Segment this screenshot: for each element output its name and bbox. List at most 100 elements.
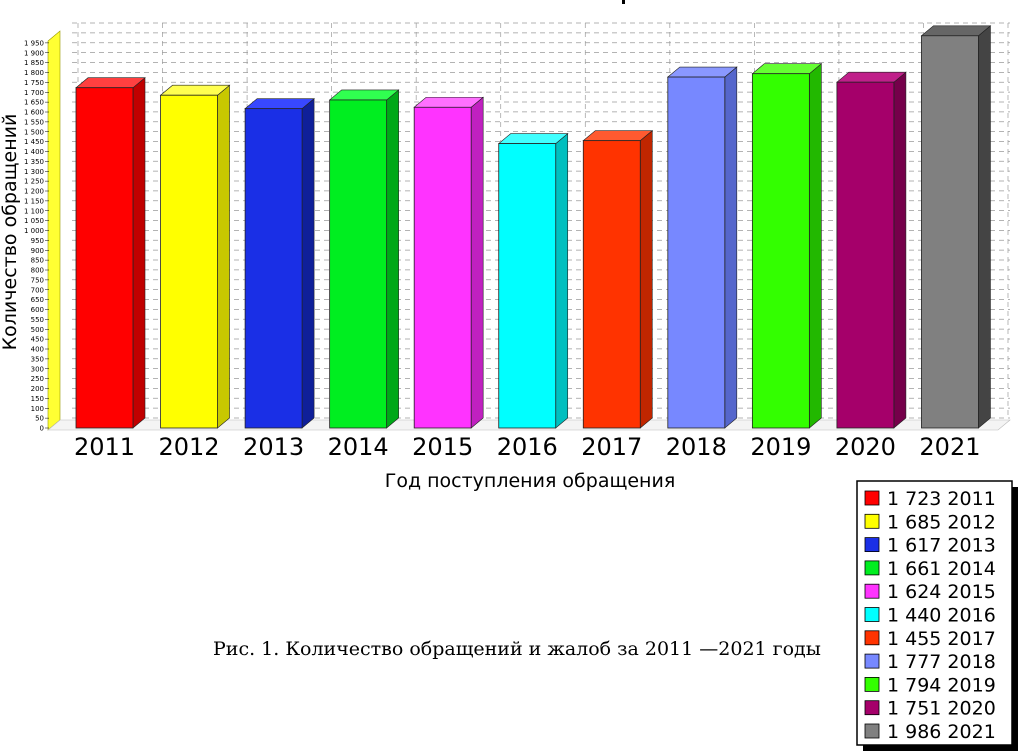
x-axis-title: Год поступления обращения [385,470,676,492]
bar-front [75,87,134,429]
y-tick-label: 1 200 [24,188,44,196]
legend-entry: 1 455 2017 [887,628,996,650]
x-tick-label: 2017 [581,433,642,461]
y-tick-label: 0 [40,425,44,433]
legend-swatch [864,490,880,506]
y-tick-label: 500 [31,326,44,334]
bar-side [978,25,991,429]
x-tick-label: 2014 [328,433,389,461]
y-tick-label: 850 [31,257,44,265]
bar-front [498,143,557,429]
legend-entry: 1 723 2011 [887,488,996,510]
y-tick-label: 350 [31,355,44,363]
y-tick-label: 1 800 [24,69,44,77]
bar-front [582,140,641,429]
bar-top [159,84,231,96]
y-tick-label: 300 [31,365,44,373]
x-tick-label: 2019 [750,433,811,461]
bar-side [555,132,569,429]
y-tick-label: 1 650 [24,99,44,107]
y-tick-label: 900 [31,247,44,255]
bar-side [470,96,484,429]
bar-top [328,89,400,101]
x-tick-label: 2012 [159,433,220,461]
legend-swatch [864,513,880,529]
y-tick-label: 1 950 [24,39,44,47]
top-dot-mark [622,0,625,4]
y-tick-label: 800 [31,267,44,275]
x-tick-label: 2018 [666,433,727,461]
legend-entry: 1 751 2020 [887,698,996,720]
y-tick-label: 1 900 [24,49,44,57]
bar-top [836,71,907,83]
bar-front [413,106,472,429]
legend-swatch [864,537,880,552]
y-tick-label: 650 [31,296,44,304]
y-tick-label: 1 700 [24,89,44,97]
bar-2020 [836,71,907,429]
x-tick-label: 2013 [243,433,304,461]
x-tick-label: 2021 [919,433,980,461]
bar-2017 [582,129,654,429]
bar-2021 [920,25,992,429]
bar-top [582,130,654,141]
legend-swatch [864,560,880,576]
bars-layer [75,25,992,429]
y-tick-label: 200 [31,385,44,393]
legend-entry: 1 440 2016 [887,605,996,627]
legend-entry: 1 986 2021 [887,721,996,743]
bar-front [751,73,810,429]
bar-side [217,84,230,429]
y-tick-label: 1 100 [24,207,44,215]
y-tick-label: 450 [31,336,44,344]
y-tick-label: 1 550 [24,118,44,126]
legend-swatch [864,723,880,739]
y-tick-label: 950 [31,237,44,245]
y-tick-label: 1 300 [24,168,44,176]
bar-2012 [159,84,231,429]
bar-side [639,129,653,429]
y-tick-label: 1 400 [24,148,44,156]
x-tick-label: 2016 [497,433,558,461]
y-tick-label: 1 050 [24,217,44,225]
y-tick-label: 50 [35,415,44,423]
legend-entry: 1 617 2013 [887,535,996,557]
bar-top [75,77,146,89]
y-tick-label: 1 450 [24,138,44,146]
legend-entry: 1 685 2012 [887,511,996,533]
figure-caption: Рис. 1. Количество обращений и жалоб за … [213,638,821,660]
legend-swatch [864,700,880,716]
y-tick-label: 1 000 [24,227,44,235]
y-tick-label: 250 [31,375,44,383]
bar-2019 [751,63,823,429]
bar-front [329,99,388,429]
bar-side [724,66,738,429]
y-tick-label: 1 350 [24,158,44,166]
bar-front [160,94,218,429]
bar-front [667,76,726,429]
bar-2014 [328,89,400,429]
y-axis-title: Количество обращений [0,114,21,351]
bar-front [921,35,979,429]
bar-top [244,98,315,109]
bar-top [497,133,569,144]
bar-top [920,25,992,37]
y-tick-label: 600 [31,306,44,314]
y-tick-label: 1 850 [24,59,44,67]
legend-swatch [864,630,880,646]
bar-top [666,66,738,78]
legend-swatch [864,607,880,622]
bar-front [836,81,895,429]
bar-front [244,108,303,429]
bar-2011 [75,77,146,429]
bar-2015 [413,96,485,429]
y-tick-label: 1 750 [24,79,44,87]
bar-2018 [666,66,738,429]
legend-swatch [864,677,880,692]
y-tick-label: 750 [31,276,44,284]
x-tick-label: 2020 [835,433,896,461]
bar-side [386,89,399,429]
legend-swatch [864,583,880,599]
legend-entry: 1 794 2019 [887,674,996,696]
